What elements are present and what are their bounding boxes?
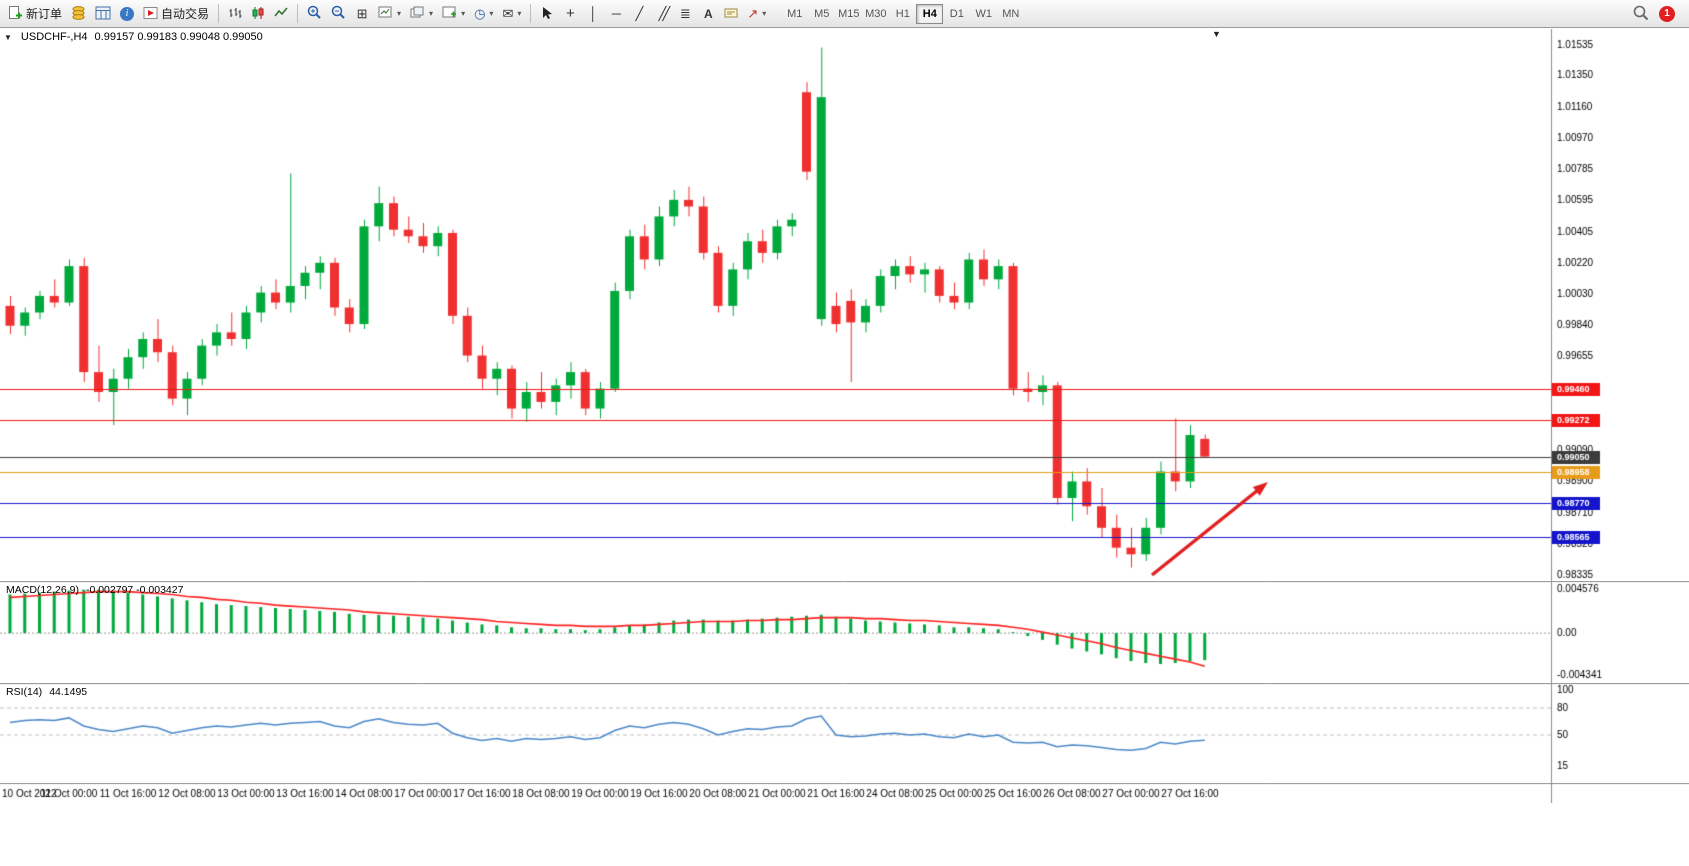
text-tool-icon: A — [704, 6, 713, 21]
clock-icon: ◷ — [474, 6, 486, 21]
toolbar-right: 1 — [1633, 5, 1685, 23]
chart-shift-marker-icon[interactable]: ▼ — [1212, 29, 1221, 39]
search-icon[interactable] — [1633, 5, 1649, 23]
dropdown-caret-icon: ▾ — [397, 9, 402, 18]
timeframe-group: M1 M5 M15 M30 H1 H4 D1 W1 MN — [781, 3, 1024, 24]
shapes-tool-button[interactable]: ↗ ▾ — [743, 3, 770, 25]
macd-panel-canvas[interactable] — [0, 581, 1689, 683]
trendline-tool-button[interactable]: ╱ — [628, 3, 650, 25]
timeframe-m15[interactable]: M15 — [838, 7, 860, 20]
tile-windows-button[interactable]: ⊞ — [351, 3, 373, 25]
zoom-in-button[interactable] — [303, 3, 326, 25]
dropdown-caret-icon: ▾ — [429, 9, 434, 18]
candlestick-chart-icon — [251, 6, 265, 22]
toolbar-separator — [297, 4, 299, 23]
dropdown-caret-icon: ▾ — [762, 9, 767, 18]
templates-button[interactable]: ✉ ▾ — [498, 3, 525, 25]
rsi-indicator-label: RSI(14) 44.1495 — [6, 686, 87, 698]
vertical-line-icon: │ — [589, 6, 598, 21]
chart-symbol-period: USDCHF-,H4 — [20, 31, 88, 43]
main-chart-canvas[interactable] — [0, 29, 1689, 581]
chart-header: ▼ USDCHF-,H4 0.99157 0.99183 0.99048 0.9… — [4, 31, 263, 43]
horizontal-line-icon: ─ — [611, 6, 621, 21]
tile-windows-icon: ⊞ — [356, 6, 368, 21]
auto-trading-button[interactable]: 自动交易 — [139, 3, 213, 25]
market-depth-button[interactable] — [67, 3, 90, 25]
trendline-icon: ╱ — [635, 6, 644, 21]
timeframe-m30[interactable]: M30 — [865, 7, 887, 20]
periods-button[interactable]: ◷ ▾ — [470, 3, 497, 25]
timeframe-m5[interactable]: M5 — [814, 7, 830, 20]
cursor-icon — [541, 6, 553, 22]
text-tool-button[interactable]: A — [697, 3, 719, 25]
profiles-icon — [410, 6, 425, 21]
vertical-line-tool-button[interactable]: │ — [582, 3, 604, 25]
time-axis-canvas[interactable] — [0, 783, 1689, 803]
zoom-in-icon — [307, 5, 322, 22]
toolbar-separator — [218, 4, 220, 23]
toolbar-separator — [530, 4, 532, 23]
dropdown-caret-icon: ▾ — [489, 9, 494, 18]
line-chart-button[interactable] — [270, 3, 292, 25]
fibonacci-icon: ≣ — [679, 6, 691, 21]
new-chart-button[interactable]: ▾ — [374, 3, 405, 25]
crosshair-icon: + — [565, 5, 575, 22]
line-chart-icon — [274, 6, 288, 22]
timeframe-mn[interactable]: MN — [1002, 7, 1020, 20]
indicators-button[interactable]: ▾ — [438, 3, 469, 25]
cursor-tool-button[interactable] — [536, 3, 558, 25]
new-chart-icon — [378, 6, 393, 21]
notification-badge[interactable]: 1 — [1659, 5, 1675, 22]
rsi-value: 44.1495 — [49, 686, 88, 698]
bar-chart-icon — [228, 6, 242, 22]
rsi-title: RSI(14) — [6, 686, 43, 698]
rsi-panel-canvas[interactable] — [0, 683, 1689, 783]
new-order-label: 新订单 — [26, 7, 63, 21]
dropdown-caret-icon: ▾ — [461, 9, 466, 18]
text-label-icon — [724, 7, 738, 21]
crosshair-tool-button[interactable]: + — [559, 3, 581, 25]
info-icon: i — [120, 6, 135, 21]
data-window-button[interactable]: i — [116, 3, 138, 25]
timeframe-w1[interactable]: W1 — [975, 7, 993, 20]
zoom-out-button[interactable] — [327, 3, 350, 25]
channel-icon: ╱╱ — [658, 6, 670, 21]
timeframe-d1[interactable]: D1 — [949, 7, 964, 20]
market-watch-button[interactable] — [91, 3, 115, 25]
new-order-button[interactable]: 新订单 — [4, 3, 66, 25]
bar-chart-button[interactable] — [224, 3, 246, 25]
timeframe-h1[interactable]: H1 — [895, 7, 910, 20]
timeframe-m1[interactable]: M1 — [787, 7, 803, 20]
auto-trading-label: 自动交易 — [161, 7, 210, 21]
indicators-icon — [442, 6, 457, 21]
dropdown-caret-icon: ▾ — [517, 9, 522, 18]
horizontal-line-tool-button[interactable]: ─ — [605, 3, 627, 25]
auto-trading-icon — [143, 6, 158, 22]
template-mail-icon: ✉ — [502, 6, 514, 21]
fibonacci-tool-button[interactable]: ≣ — [674, 3, 696, 25]
channel-tool-button[interactable]: ╱╱ — [651, 3, 673, 25]
macd-indicator-label: MACD(12,26,9) -0.002797 -0.003427 — [6, 584, 183, 596]
toolbar: 新订单 i 自动交易 ⊞ ▾ ▾ ▾ ◷ ▾ — [0, 0, 1689, 28]
one-click-trading-toggle-icon[interactable]: ▼ — [4, 32, 12, 42]
timeframe-h4[interactable]: H4 — [916, 3, 944, 24]
candlestick-chart-button[interactable] — [247, 3, 269, 25]
coins-icon — [71, 5, 86, 22]
text-label-tool-button[interactable] — [720, 3, 742, 25]
profiles-button[interactable]: ▾ — [406, 3, 437, 25]
macd-values: -0.002797 -0.003427 — [85, 584, 184, 596]
quotes-window-icon — [95, 6, 111, 22]
zoom-out-icon — [331, 5, 346, 22]
chart-ohlc-values: 0.99157 0.99183 0.99048 0.99050 — [94, 31, 263, 43]
new-order-icon — [8, 5, 23, 22]
macd-title: MACD(12,26,9) — [6, 584, 79, 596]
arrow-shapes-icon: ↗ — [747, 6, 759, 21]
